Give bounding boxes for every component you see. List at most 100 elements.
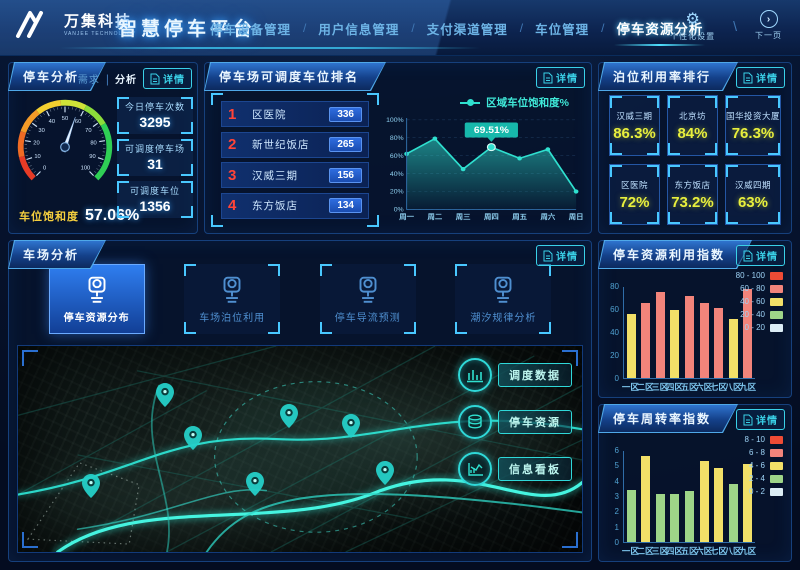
rank-value-badge: 134 — [329, 198, 362, 214]
detail-button-slot: 详情 — [736, 67, 785, 89]
legend-label: 80 - 100 — [735, 271, 765, 280]
city-map[interactable]: 调度数据停车资源信息看板 — [17, 345, 583, 553]
svg-text:0: 0 — [43, 165, 46, 171]
legend-swatch — [770, 435, 783, 444]
nav-item-0[interactable]: 停车设备管理 — [210, 22, 292, 37]
legend-label: 20 - 40 — [740, 310, 765, 319]
map-button-2[interactable]: 信息看板 — [458, 452, 572, 486]
svg-text:20: 20 — [33, 140, 39, 146]
rank-name: 新世纪饭店 — [252, 139, 310, 152]
detail-button[interactable]: 详情 — [536, 67, 585, 88]
top-row: 停车分析 需求 | 分析 详情 0 10 20 30 40 50 60 70 80 90 100 今… — [8, 62, 792, 234]
detail-button-slot: 详情 — [143, 68, 192, 90]
parking-meter-icon — [88, 276, 106, 303]
map-pin-1[interactable] — [183, 426, 202, 455]
x-axis-label: 一区 — [621, 546, 639, 556]
map-pin-0[interactable] — [82, 473, 101, 503]
next-page-icon: › — [759, 10, 778, 28]
map-pin-5[interactable] — [341, 413, 360, 443]
stat-box-2: 可调度车位 1356 — [117, 181, 193, 218]
utilization-card-value: 84% — [677, 124, 708, 142]
x-axis-label: 二区 — [636, 382, 654, 392]
utilization-card-3: 区医院 72% — [609, 164, 660, 225]
topbar-actions: ⚙ 个性化设置 \ › 下一页 — [662, 7, 790, 44]
bar-八区 — [728, 484, 738, 542]
brand-name: 万集科技 — [64, 12, 133, 30]
svg-text:80: 80 — [90, 140, 96, 146]
map-pin-6[interactable] — [375, 461, 394, 490]
lot-analysis-tabs: 停车资源分布 车场泊位利用 停车导流预测 潮汐规律分析 — [9, 255, 591, 343]
stat-box-1: 可调度停车场 31 — [117, 139, 193, 176]
x-axis-label: 三区 — [651, 546, 669, 556]
rank-name: 东方饭店 — [252, 200, 298, 213]
bar-五区 — [684, 491, 694, 542]
rank-row-1: 1 区医院 336 — [221, 101, 369, 127]
detail-button[interactable]: 详情 — [736, 67, 785, 88]
x-axis-label: 四区 — [665, 382, 683, 392]
rank-number: 3 — [228, 166, 237, 184]
map-pin-4[interactable] — [155, 382, 174, 412]
rank-number: 2 — [228, 136, 237, 154]
gauge-value: 57.06% — [85, 207, 140, 224]
stat-value: 31 — [147, 156, 163, 172]
legend-swatch — [770, 297, 783, 306]
utilization-card-4: 东方饭店 73.2% — [666, 164, 718, 225]
lot-tab-label: 停车导流预测 — [334, 312, 401, 324]
map-button-1[interactable]: 停车资源 — [458, 405, 572, 439]
nav-item-1[interactable]: 用户信息管理 — [318, 22, 400, 37]
toggle-analysis[interactable]: 分析 — [115, 75, 137, 87]
saturation-gauge: 0 10 20 30 40 50 60 70 80 90 100 — [13, 93, 117, 203]
x-axis-label: 五区 — [680, 382, 698, 392]
lot-tab-2[interactable]: 停车导流预测 — [319, 264, 416, 334]
svg-text:周三: 周三 — [456, 213, 471, 221]
map-pin-2[interactable] — [245, 471, 264, 501]
utilization-card-name: 东方饭店 — [674, 179, 711, 190]
svg-text:90: 90 — [89, 154, 95, 160]
stat-value: 3295 — [139, 114, 171, 130]
nav-item-2[interactable]: 支付渠道管理 — [426, 22, 508, 37]
map-pin-3[interactable] — [279, 403, 298, 433]
brand-logo: 万集科技 VANJEE TECHNOLOGY — [12, 8, 136, 42]
toggle-demand[interactable]: 需求 — [77, 75, 100, 87]
dashboard-content: 停车分析 需求 | 分析 详情 0 10 20 30 40 50 60 70 80 90 100 今… — [8, 62, 792, 562]
detail-button-slot: 详情 — [736, 409, 785, 431]
nav-item-4[interactable]: 停车资源分析 — [614, 14, 706, 46]
detail-button[interactable]: 详情 — [736, 245, 785, 266]
bar-三区 — [655, 292, 665, 378]
nav-separator: / — [411, 21, 415, 35]
map-button-0[interactable]: 调度数据 — [458, 358, 572, 392]
topbar: 万集科技 VANJEE TECHNOLOGY 智慧停车平台 停车设备管理 / 用户信… — [0, 0, 800, 56]
location-pin-icon — [375, 461, 394, 486]
x-axis-label: 一区 — [621, 382, 639, 392]
legend-swatch — [770, 284, 783, 293]
utilization-card-value: 63% — [737, 193, 768, 211]
doc-icon — [543, 72, 553, 83]
lot-tab-label: 停车资源分布 — [63, 312, 130, 324]
y-axis-label: 20 — [610, 351, 619, 360]
nav-separator: / — [519, 21, 524, 35]
lot-tab-3[interactable]: 潮汐规律分析 — [455, 264, 552, 334]
utilization-card-value: 73.2% — [671, 193, 714, 211]
bar-二区 — [641, 303, 651, 378]
svg-text:周日: 周日 — [569, 213, 583, 221]
nav-item-3[interactable]: 车位管理 — [535, 22, 590, 37]
lot-tab-0[interactable]: 停车资源分布 — [48, 264, 145, 334]
x-axis-label: 四区 — [665, 546, 683, 556]
lot-tab-1[interactable]: 车场泊位利用 — [184, 264, 281, 334]
location-pin-icon — [279, 403, 298, 428]
topbar-action-settings[interactable]: ⚙ 个性化设置 — [662, 7, 723, 44]
rank-row-2: 2 新世纪饭店 265 — [221, 131, 369, 158]
topbar-action-next[interactable]: › 下一页 — [747, 8, 790, 43]
line-legend-marker — [460, 99, 481, 106]
right-column: 停车资源利用指数 详情 80 - 100 60 - 80 40 - 60 20 - 4… — [598, 240, 792, 562]
svg-text:周二: 周二 — [427, 213, 442, 221]
detail-button[interactable]: 详情 — [536, 245, 585, 266]
panel-resource-index: 停车资源利用指数 详情 80 - 100 60 - 80 40 - 60 20 - 4… — [598, 240, 792, 398]
svg-text:60: 60 — [75, 119, 81, 125]
detail-button[interactable]: 详情 — [143, 68, 192, 89]
detail-button[interactable]: 详情 — [736, 409, 785, 430]
svg-text:0%: 0% — [394, 207, 404, 214]
x-axis-label: 二区 — [636, 546, 654, 556]
panel-title-lot-analysis: 车场分析 — [9, 241, 105, 268]
